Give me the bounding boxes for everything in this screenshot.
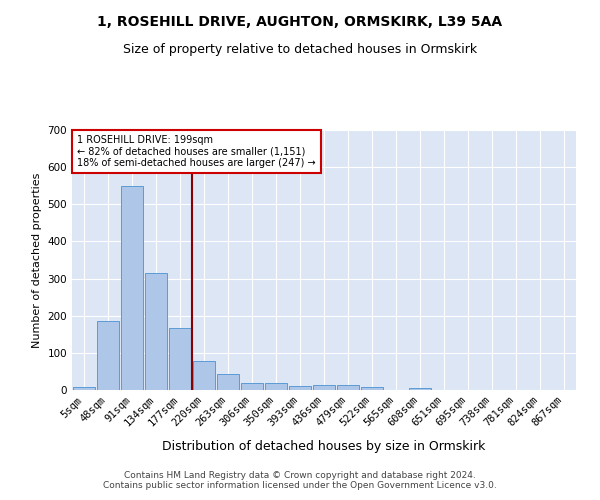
Bar bbox=[169, 328, 191, 390]
Text: 1, ROSEHILL DRIVE, AUGHTON, ORMSKIRK, L39 5AA: 1, ROSEHILL DRIVE, AUGHTON, ORMSKIRK, L3… bbox=[97, 15, 503, 29]
Bar bbox=[289, 386, 311, 390]
Bar bbox=[97, 321, 119, 390]
Bar bbox=[145, 273, 167, 390]
Bar bbox=[241, 382, 263, 390]
Bar bbox=[193, 362, 215, 390]
Bar bbox=[73, 387, 95, 390]
Bar bbox=[313, 385, 335, 390]
Bar bbox=[337, 385, 359, 390]
Text: Contains HM Land Registry data © Crown copyright and database right 2024.
Contai: Contains HM Land Registry data © Crown c… bbox=[103, 470, 497, 490]
Bar bbox=[265, 382, 287, 390]
Bar bbox=[217, 374, 239, 390]
Bar bbox=[409, 388, 431, 390]
Text: Size of property relative to detached houses in Ormskirk: Size of property relative to detached ho… bbox=[123, 42, 477, 56]
Y-axis label: Number of detached properties: Number of detached properties bbox=[32, 172, 42, 348]
X-axis label: Distribution of detached houses by size in Ormskirk: Distribution of detached houses by size … bbox=[163, 440, 485, 452]
Bar bbox=[361, 386, 383, 390]
Bar bbox=[121, 186, 143, 390]
Text: 1 ROSEHILL DRIVE: 199sqm
← 82% of detached houses are smaller (1,151)
18% of sem: 1 ROSEHILL DRIVE: 199sqm ← 82% of detach… bbox=[77, 135, 316, 168]
